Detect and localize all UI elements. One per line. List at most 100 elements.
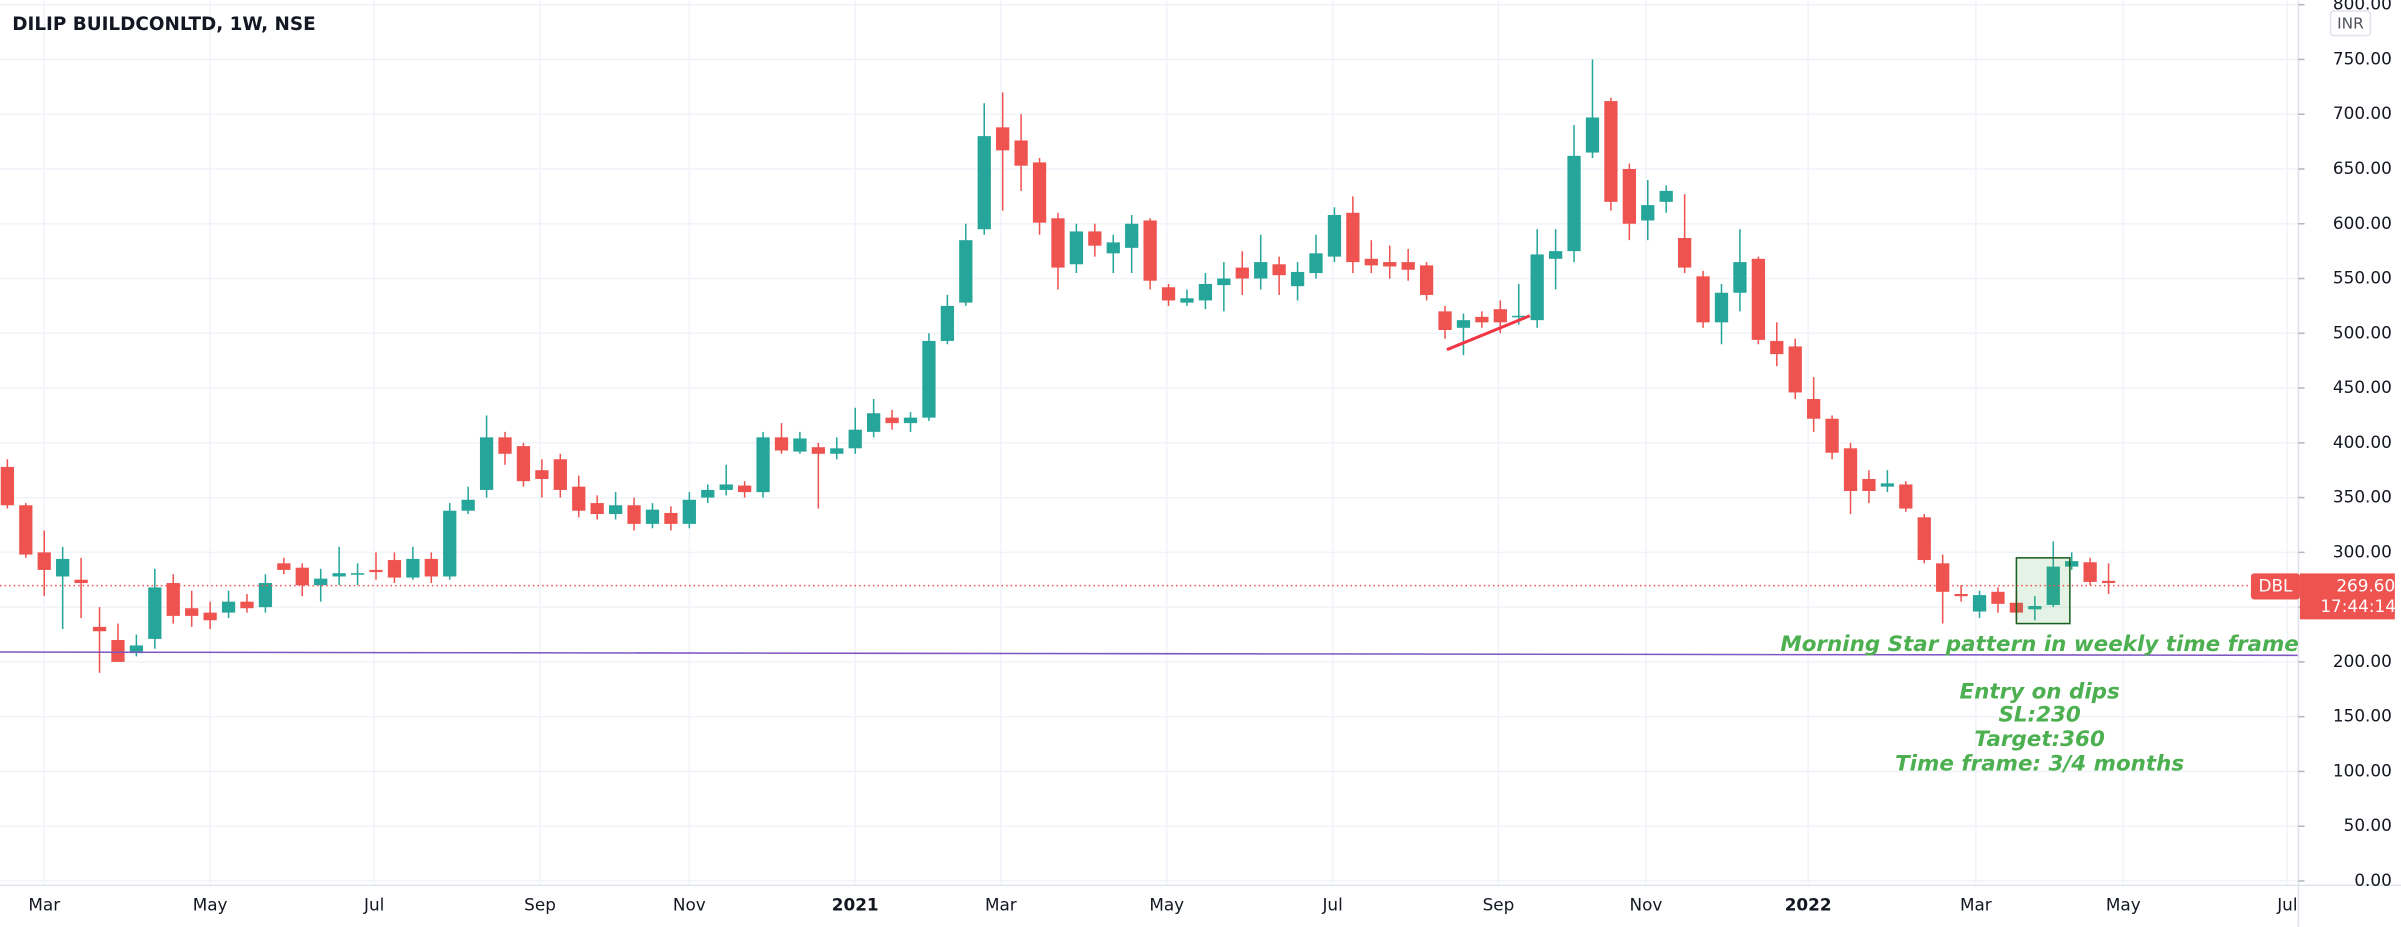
candle-body xyxy=(295,567,309,586)
candle-body xyxy=(1936,563,1950,592)
candle-body xyxy=(774,437,789,451)
candle-body xyxy=(350,573,365,575)
candle-body xyxy=(1161,287,1176,301)
x-tick-label: May xyxy=(1149,894,1184,914)
candle-body xyxy=(737,485,752,493)
y-tick-label: 550.00 xyxy=(2333,268,2392,288)
candle-body xyxy=(1899,484,1913,509)
candle-body xyxy=(2101,580,2116,584)
candle-body xyxy=(867,413,881,432)
annotation: Time frame: 3/4 months xyxy=(1895,751,2184,776)
candle-body xyxy=(129,645,144,654)
candle-body xyxy=(756,437,770,493)
candle-body xyxy=(1512,315,1526,318)
candle-body xyxy=(1880,483,1895,487)
candle-body xyxy=(682,499,696,524)
candle-body xyxy=(369,569,383,573)
price-label: 269.60 xyxy=(2336,575,2395,595)
candle-body xyxy=(1346,212,1360,263)
candle-body xyxy=(627,505,641,524)
candle-body xyxy=(1364,258,1378,266)
candle-body xyxy=(1456,320,1471,328)
candle-body xyxy=(1548,251,1563,259)
candle-body xyxy=(793,438,807,452)
candle-body xyxy=(443,510,457,577)
candle-body xyxy=(1659,190,1673,202)
candle-body xyxy=(1254,262,1268,279)
x-tick-label: Sep xyxy=(1483,894,1515,914)
y-tick-label: 700.00 xyxy=(2333,103,2392,123)
y-tick-label: 100.00 xyxy=(2333,760,2392,780)
candle-body xyxy=(1235,267,1249,279)
countdown-label: 17:44:14 xyxy=(2320,596,2396,616)
candle-body xyxy=(2028,606,2042,610)
candle-body xyxy=(885,417,899,424)
candle-body xyxy=(535,470,549,479)
candle-body xyxy=(1051,218,1065,268)
candle-body xyxy=(185,608,199,616)
y-tick-label: 400.00 xyxy=(2333,432,2392,452)
annotation: Morning Star pattern in weekly time fram… xyxy=(1780,632,2298,657)
y-tick-label: 800.00 xyxy=(2333,0,2392,14)
candle-body xyxy=(166,583,180,616)
candle-body xyxy=(1641,205,1655,221)
candle-body xyxy=(1401,262,1415,270)
candle-body xyxy=(37,552,51,570)
candle-body xyxy=(314,578,328,586)
candle-body xyxy=(0,466,15,506)
annotation: SL:230 xyxy=(1998,702,2080,727)
candle-body xyxy=(701,489,715,498)
candle-body xyxy=(1198,283,1213,301)
candle-body xyxy=(1972,595,1987,612)
candle-body xyxy=(1733,262,1747,293)
candle-body xyxy=(1622,168,1636,224)
candle-body xyxy=(1530,254,1544,321)
candle-body xyxy=(1751,258,1765,340)
candle-body xyxy=(2083,562,2097,582)
candle-body xyxy=(940,305,955,341)
annotation: Entry on dips xyxy=(1959,679,2119,704)
candle-body xyxy=(719,484,733,490)
candle-body xyxy=(111,639,125,662)
x-tick-label: Mar xyxy=(1960,894,1992,914)
candle-body xyxy=(1125,223,1139,248)
candle-body xyxy=(203,612,217,621)
candle-body xyxy=(1825,418,1839,453)
plot xyxy=(0,59,2299,673)
candle-body xyxy=(1714,292,1729,323)
y-tick-label: 650.00 xyxy=(2333,158,2392,178)
x-tick-label: Mar xyxy=(28,894,60,914)
symbol-tag xyxy=(2250,573,2300,600)
candle-body xyxy=(277,563,291,570)
y-tick-label: 350.00 xyxy=(2333,487,2392,507)
candle-body xyxy=(645,509,660,524)
candle-body xyxy=(2065,561,2079,567)
candle-body xyxy=(1604,101,1618,202)
x-tick-label: Jul xyxy=(2276,894,2297,914)
candle-body xyxy=(1567,155,1581,252)
candle-body xyxy=(332,573,346,577)
x-tick-label: 2022 xyxy=(1785,894,1832,914)
candle-body xyxy=(608,505,623,515)
candle-body xyxy=(572,486,586,511)
x-tick-label: Jul xyxy=(363,894,384,914)
candle-body xyxy=(1843,448,1858,492)
candle-body xyxy=(848,429,862,449)
candle-body xyxy=(1493,309,1507,323)
y-tick-label: 50.00 xyxy=(2344,815,2392,835)
candle-body xyxy=(1014,140,1028,166)
x-tick-label: Jul xyxy=(1321,894,1342,914)
candle-body xyxy=(1788,346,1802,393)
candle-body xyxy=(1032,162,1047,223)
candle-body xyxy=(1862,478,1876,492)
candle-body xyxy=(590,503,604,515)
x-tick-label: May xyxy=(193,894,228,914)
y-tick-label: 150.00 xyxy=(2333,706,2392,726)
candle-body xyxy=(1309,253,1323,274)
candle-body xyxy=(922,340,936,418)
currency-box xyxy=(2329,10,2372,37)
candle-body xyxy=(1917,517,1931,561)
symbol-label: DBL xyxy=(2258,575,2293,595)
candle-body xyxy=(664,512,678,524)
